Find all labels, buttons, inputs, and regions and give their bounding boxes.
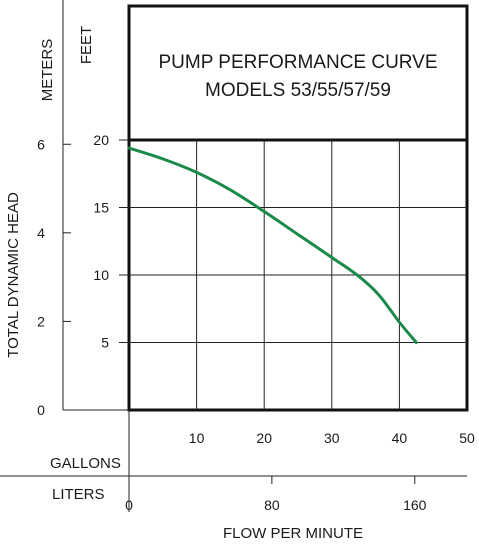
y-unit-feet: FEET bbox=[78, 26, 95, 64]
x-unit-gallons: GALLONS bbox=[50, 455, 121, 472]
chart-title: PUMP PERFORMANCE CURVE bbox=[158, 52, 437, 73]
x-tick-gallons: 20 bbox=[256, 430, 272, 446]
y-tick-feet: 20 bbox=[93, 132, 109, 148]
y-tick-feet: 15 bbox=[93, 200, 109, 216]
x-tick-liters: 160 bbox=[403, 497, 427, 513]
y-unit-meters: METERS bbox=[39, 39, 56, 102]
y-tick-feet: 10 bbox=[93, 267, 109, 283]
x-tick-gallons: 10 bbox=[189, 430, 205, 446]
x-tick-gallons: 40 bbox=[392, 430, 408, 446]
title-box bbox=[127, 4, 469, 142]
y-tick-meters: 2 bbox=[37, 313, 45, 329]
y-tick-meters: 4 bbox=[37, 225, 45, 241]
x-unit-liters: LITERS bbox=[52, 486, 105, 503]
series-line-0 bbox=[127, 146, 418, 344]
y-tick-meters: 0 bbox=[37, 402, 45, 418]
x-tick-gallons: 50 bbox=[459, 430, 475, 446]
series-group bbox=[127, 146, 418, 344]
y-tick-meters: 6 bbox=[37, 136, 45, 152]
x-axis-label: FLOW PER MINUTE bbox=[223, 525, 363, 542]
chart-subtitle: MODELS 53/55/57/59 bbox=[205, 80, 391, 101]
x-tick-liters: 0 bbox=[125, 497, 133, 513]
x-tick-liters: 80 bbox=[264, 497, 280, 513]
x-tick-gallons: 30 bbox=[324, 430, 340, 446]
grid-lines bbox=[129, 140, 467, 410]
y-axis-label: TOTAL DYNAMIC HEAD bbox=[5, 192, 22, 358]
y-tick-feet: 5 bbox=[101, 335, 109, 351]
